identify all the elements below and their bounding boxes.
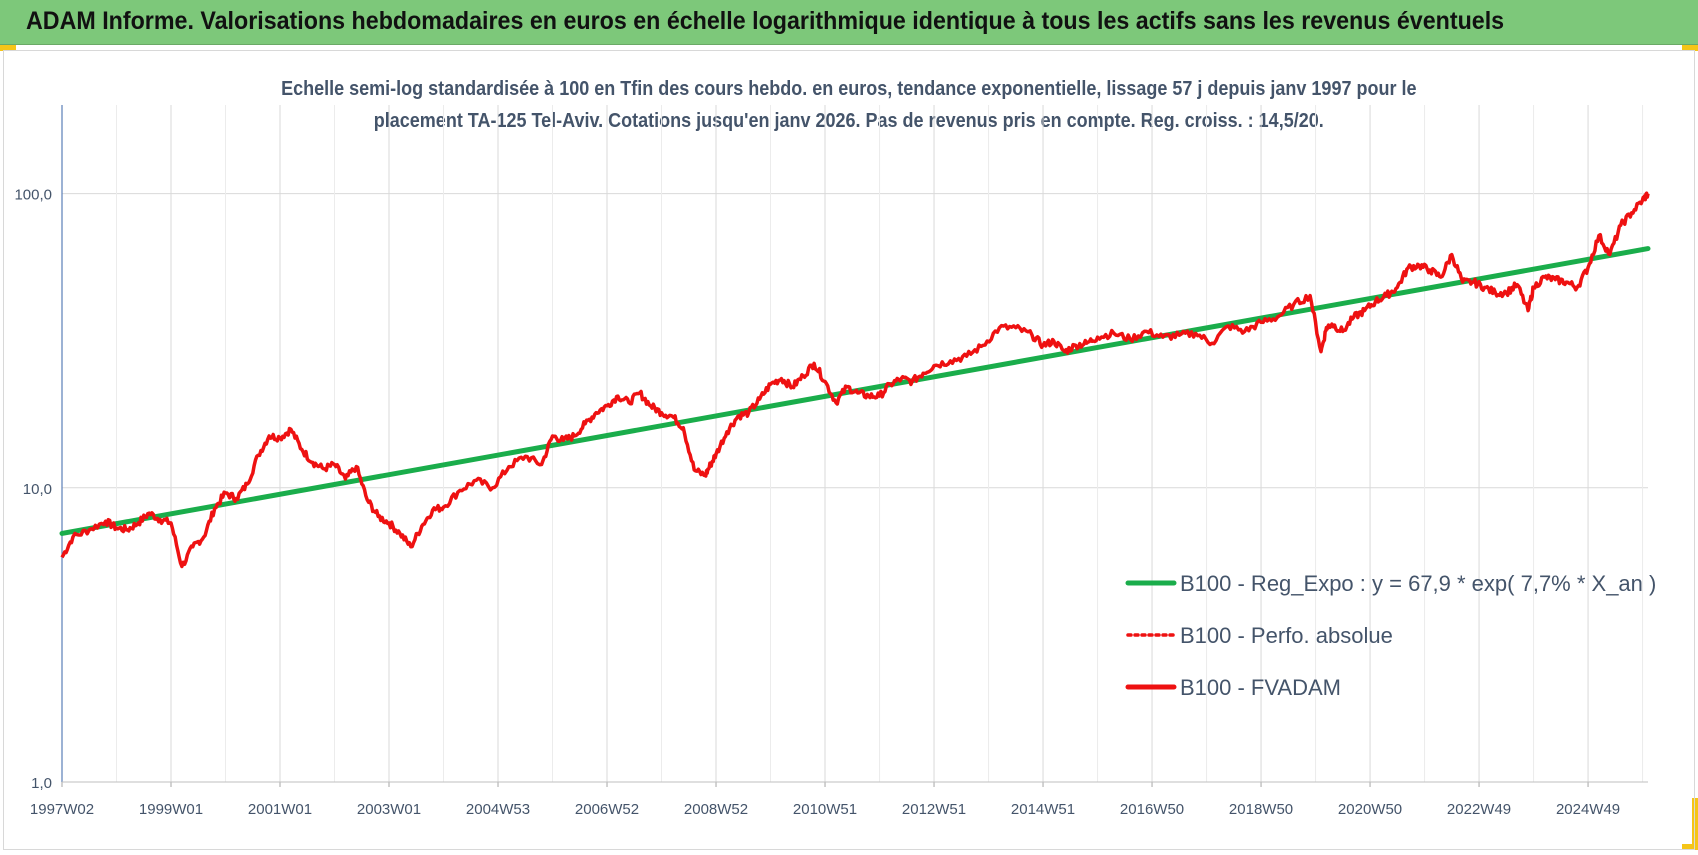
chart-subtitle-line2: placement TA-125 Tel-Aviv. Cotations jus… [374,110,1324,132]
x-tick-label-1: 1999W01 [139,801,203,818]
series-line-fvadam [60,191,1650,569]
x-tick-label-2: 2001W01 [248,801,312,818]
x-tick-label-11: 2018W50 [1229,801,1293,818]
x-tick-label-8: 2012W51 [902,801,966,818]
x-tick-label-5: 2006W52 [575,801,639,818]
x-tick-label-6: 2008W52 [684,801,748,818]
x-tick-label-4: 2004W53 [466,801,530,818]
x-tick-label-13: 2022W49 [1447,801,1511,818]
corner-accent-bottom-right-h [1682,844,1698,850]
x-tick-label-9: 2014W51 [1011,801,1075,818]
corner-accent-top-left [0,45,16,51]
x-tick-label-3: 2003W01 [357,801,421,818]
legend-label-2: B100 - FVADAM [1180,675,1341,700]
y-tick-label-0: 1,0 [31,775,52,792]
title-banner: ADAM Informe. Valorisations hebdomadaire… [0,0,1698,45]
legend-label-1: B100 - Perfo. absolue [1180,623,1393,648]
x-tick-label-7: 2010W51 [793,801,857,818]
page-title: ADAM Informe. Valorisations hebdomadaire… [26,7,1505,35]
x-tick-label-12: 2020W50 [1338,801,1402,818]
x-tick-label-0: 1997W02 [30,801,94,818]
corner-accent-top-right [1682,45,1698,51]
y-tick-label-1: 10,0 [23,481,52,498]
chart-frame [3,50,1695,850]
y-tick-label-2: 100,0 [14,187,52,204]
x-tick-label-14: 2024W49 [1556,801,1620,818]
chart-subtitle-line1: Echelle semi-log standardisée à 100 en T… [281,78,1417,100]
x-tick-label-10: 2016W50 [1120,801,1184,818]
legend-label-0: B100 - Reg_Expo : y = 67,9 * exp( 7,7% *… [1180,571,1656,596]
corner-accent-bottom-right [1692,798,1698,844]
